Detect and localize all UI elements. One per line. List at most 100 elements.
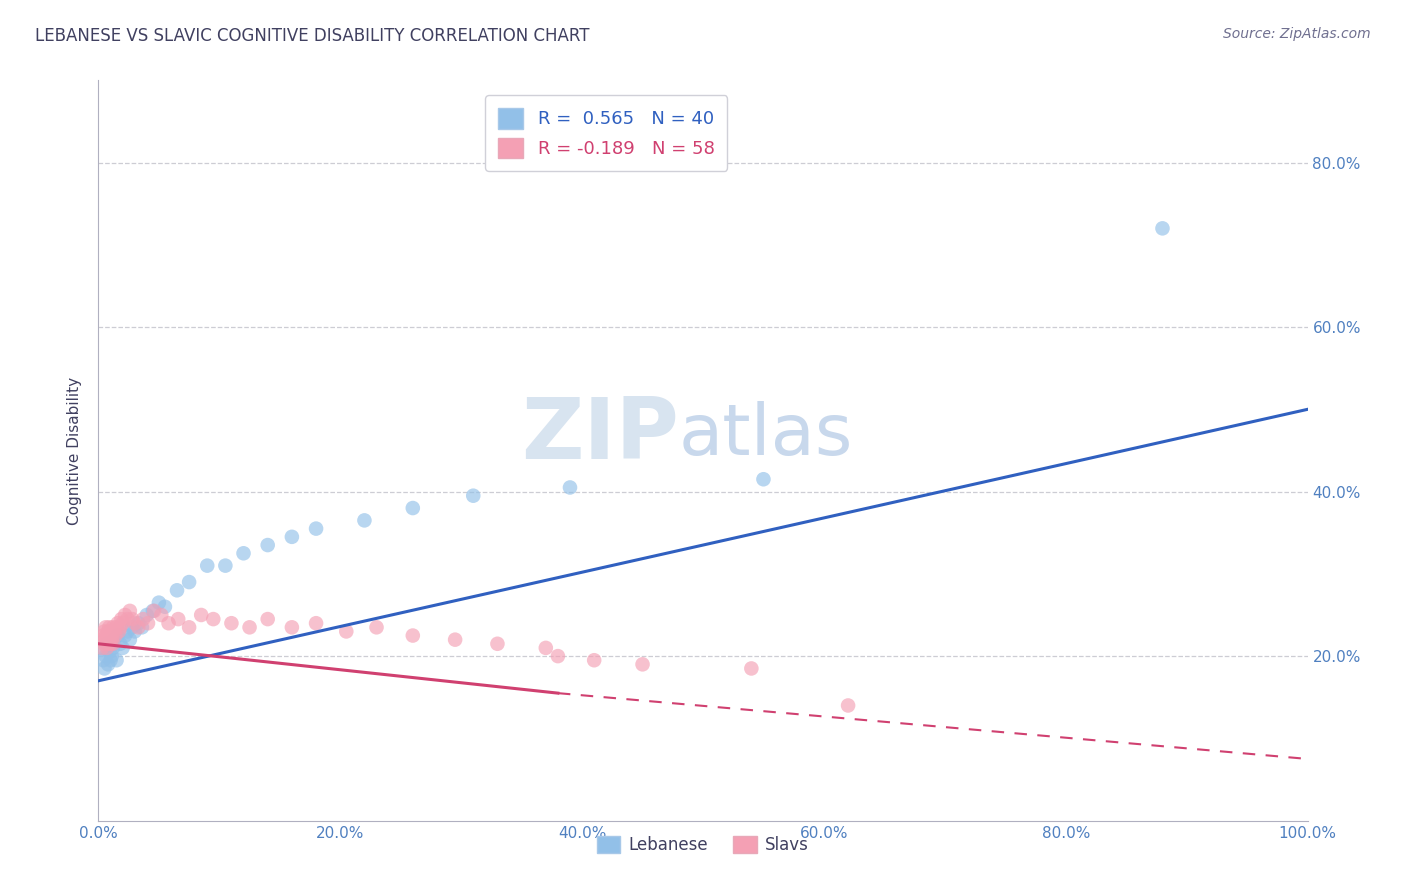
Point [124,616,146,631]
Point [281,530,304,544]
Point [132,612,155,626]
Point [91,653,114,667]
Point [114,628,136,642]
Point [148,596,170,610]
Point [121,620,143,634]
Point [97,657,120,672]
Point [93,637,115,651]
Point [167,612,190,626]
Point [103,624,125,639]
Point [100,637,122,651]
Point [150,607,173,622]
Point [101,637,124,651]
Y-axis label: Cognitive Disability: Cognitive Disability [67,376,83,524]
Legend: Lebanese, Slavs: Lebanese, Slavs [591,829,815,861]
Point [98,632,121,647]
Point [157,616,180,631]
Point [91,628,114,642]
Point [100,653,122,667]
Point [305,522,328,536]
Point [179,575,201,590]
Point [202,612,225,626]
Point [195,558,218,573]
Point [135,607,157,622]
Text: atlas: atlas [679,401,853,470]
Point [107,628,129,642]
Point [97,624,120,639]
Point [366,620,388,634]
Point [118,632,141,647]
Point [486,637,509,651]
Point [281,620,304,634]
Point [583,653,606,667]
Point [90,632,112,647]
Point [105,620,128,634]
Point [100,632,122,647]
Point [121,612,143,626]
Point [444,632,467,647]
Point [153,599,176,614]
Text: ZIP: ZIP [522,394,679,477]
Point [232,546,254,560]
Point [117,612,139,626]
Point [190,607,212,622]
Point [124,624,146,639]
Point [179,620,201,634]
Text: Source: ZipAtlas.com: Source: ZipAtlas.com [1223,27,1371,41]
Point [740,661,762,675]
Point [94,649,117,664]
Point [108,624,131,639]
Point [547,649,569,664]
Point [117,624,139,639]
Point [136,616,159,631]
Point [131,620,153,634]
Point [93,624,115,639]
Point [100,649,122,664]
Point [111,640,134,655]
Point [142,604,165,618]
Point [91,640,114,655]
Point [108,620,131,634]
Point [631,657,654,672]
Point [239,620,262,634]
Point [335,624,357,639]
Point [402,628,425,642]
Point [214,558,236,573]
Point [101,620,124,634]
Point [534,640,557,655]
Point [94,620,117,634]
Point [110,612,132,626]
Point [96,628,118,642]
Point [402,501,425,516]
Point [752,472,775,486]
Point [104,628,127,642]
Point [97,637,120,651]
Point [463,489,485,503]
Point [101,640,124,655]
Point [103,632,125,647]
Point [558,480,581,494]
Point [143,604,166,618]
Point [837,698,859,713]
Point [96,637,118,651]
Point [353,513,375,527]
Point [127,620,149,634]
Point [100,628,122,642]
Point [93,661,115,675]
Point [98,620,121,634]
Point [107,616,129,631]
Point [166,583,188,598]
Point [108,637,131,651]
Point [305,616,328,631]
Point [221,616,243,631]
Point [118,604,141,618]
Point [111,616,134,631]
Point [127,616,149,631]
Point [256,538,278,552]
Point [98,645,121,659]
Point [100,624,122,639]
Point [96,640,118,655]
Point [114,607,136,622]
Point [94,632,117,647]
Point [105,653,128,667]
